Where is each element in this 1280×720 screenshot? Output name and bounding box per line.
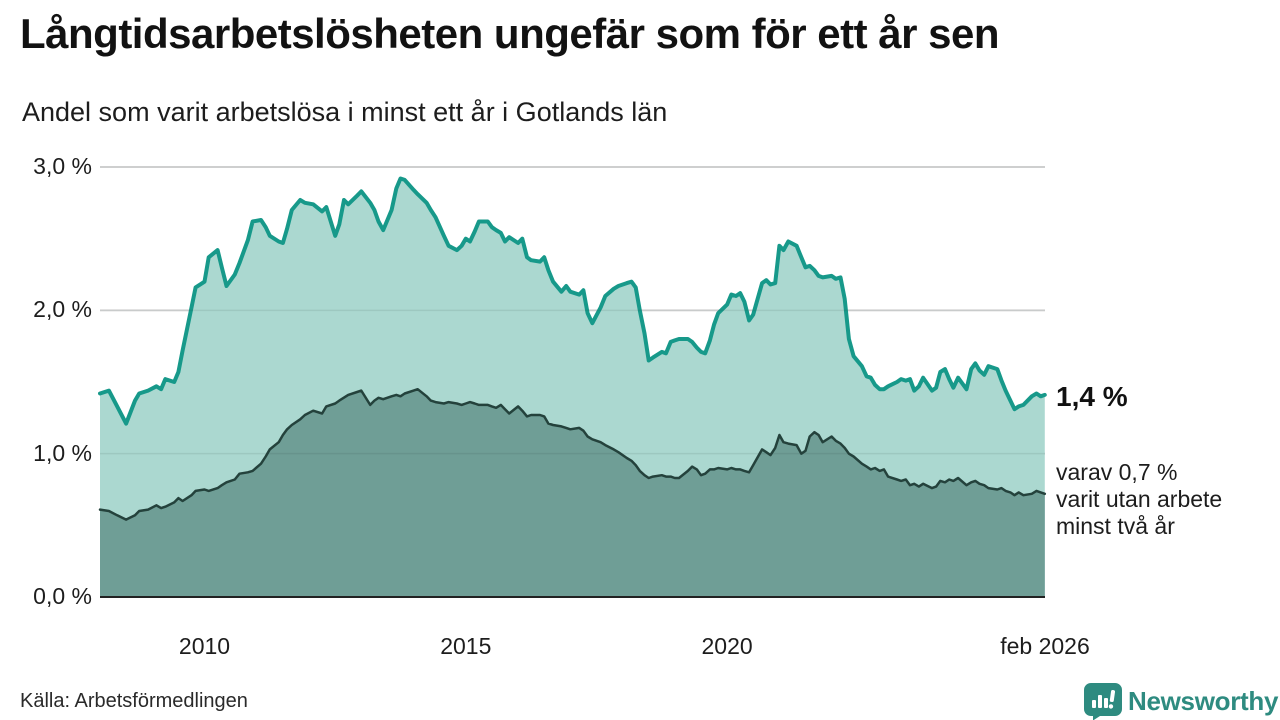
latest-value-label: 1,4 % (1056, 381, 1128, 412)
y-tick-label: 2,0 % (33, 296, 92, 323)
y-tick-label: 1,0 % (33, 439, 92, 466)
series-line-two-year (98, 387, 1047, 521)
y-tick-label: 0,0 % (33, 583, 92, 609)
x-tick-label: 2020 (701, 633, 753, 659)
newsworthy-logo: Newsworthy (1084, 683, 1278, 720)
newsworthy-speech-bubble-bar-chart-icon (1084, 683, 1122, 720)
x-tick-label: feb 2026 (1000, 633, 1090, 659)
y-tick-label: 3,0 % (33, 153, 92, 179)
page-title: Långtidsarbetslösheten ungefär som för e… (20, 10, 1000, 57)
source-caption: Källa: Arbetsförmedlingen (20, 690, 248, 712)
series-line-one-year (98, 176, 1047, 426)
x-tick-label: 2010 (178, 633, 231, 659)
x-tick-label: 2015 (440, 633, 492, 659)
page-subtitle: Andel som varit arbetslösa i minst ett å… (22, 97, 668, 127)
newsworthy-wordmark: Newsworthy (1128, 686, 1279, 716)
breakdown-annotation: varav 0,7 % varit utan arbete minst två … (1056, 459, 1223, 539)
